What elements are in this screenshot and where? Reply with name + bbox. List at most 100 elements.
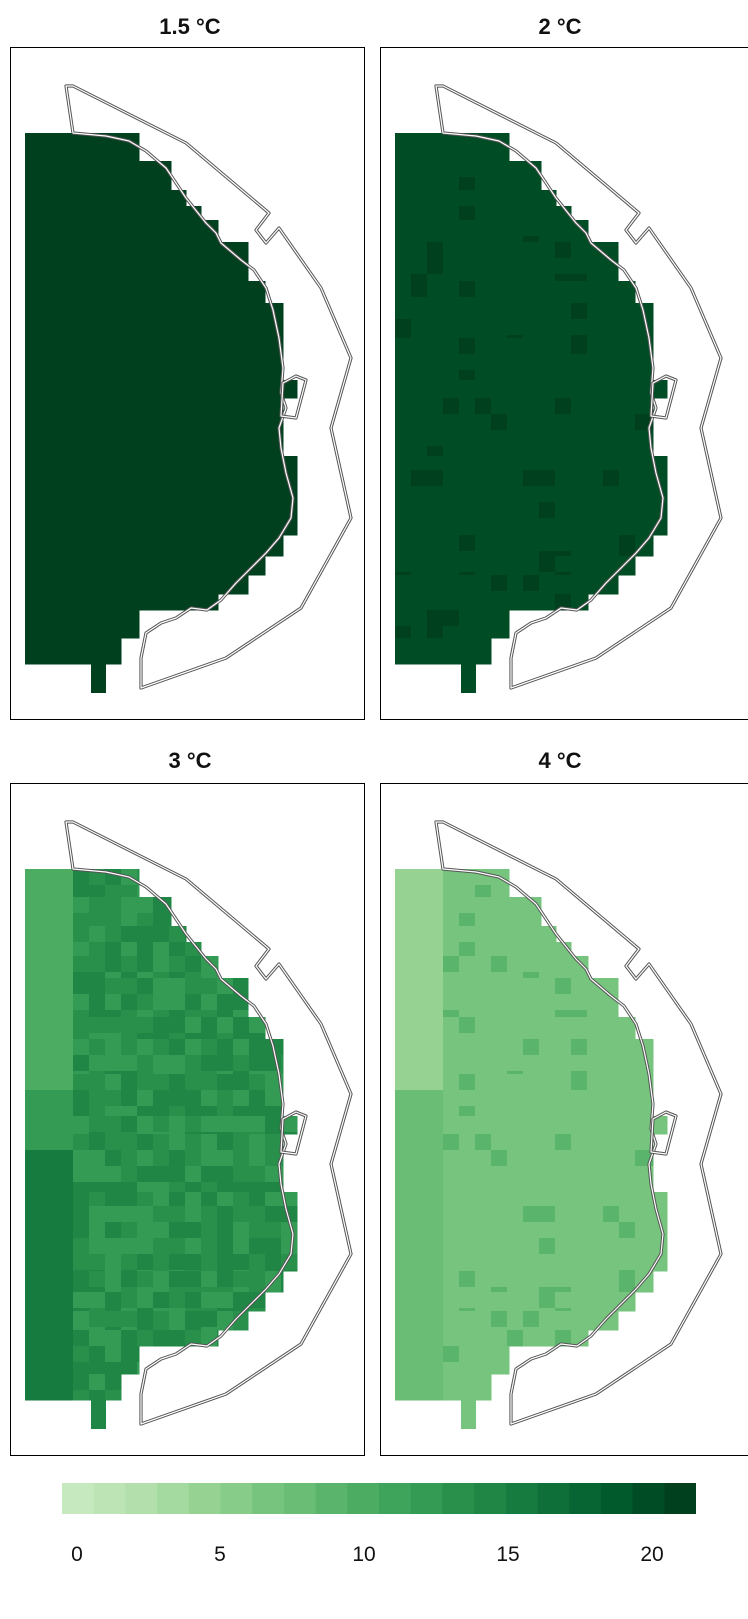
map-cell: [507, 1090, 524, 1107]
map-cell: [41, 380, 58, 397]
map-cell: [201, 1292, 218, 1309]
map-cell: [169, 518, 186, 535]
map-cell: [185, 994, 202, 1011]
map-cell: [651, 430, 654, 447]
map-cell: [233, 470, 250, 487]
map-cell: [25, 1308, 42, 1312]
map-cell: [41, 161, 58, 178]
map-cell: [25, 1292, 42, 1309]
map-cell: [249, 1270, 266, 1272]
map-cell: [475, 281, 492, 298]
map-cell: [475, 956, 492, 973]
map-cell: [153, 1150, 170, 1167]
map-cell: [169, 897, 172, 914]
map-cell: [395, 258, 412, 275]
map-cell: [73, 913, 90, 927]
map-cell: [411, 1166, 428, 1183]
colorbar-swatch: [379, 1483, 412, 1514]
map-cell: [395, 1271, 412, 1288]
map-cell: [169, 161, 172, 178]
map-cell: [153, 1132, 170, 1135]
map-cell: [523, 1055, 540, 1072]
map-cell: [41, 1074, 58, 1091]
map-cell: [41, 654, 58, 665]
map-cell: [507, 1192, 524, 1207]
map-cell: [651, 319, 654, 336]
map-cell: [395, 281, 412, 298]
map-cell: [395, 1308, 412, 1312]
map-cell: [73, 972, 90, 979]
map-cell: [443, 1311, 460, 1328]
map-cell: [153, 1206, 170, 1223]
map-cell: [57, 1292, 74, 1309]
map-cell: [57, 274, 74, 282]
map-cell: [25, 354, 42, 371]
map-cell: [89, 518, 106, 535]
map-cell: [555, 1055, 572, 1072]
map-cell: [411, 978, 428, 995]
map-cell: [105, 1238, 122, 1255]
map-cell: [169, 534, 186, 536]
map-cell: [25, 994, 42, 1011]
map-cell: [651, 534, 668, 536]
map-cell: [539, 177, 542, 191]
map-cell: [619, 1182, 636, 1193]
map-cell: [89, 591, 106, 595]
map-cell: [459, 942, 476, 957]
map-cell: [555, 972, 572, 979]
map-cell: [105, 502, 122, 519]
map-cell: [507, 1330, 524, 1347]
map-cell: [105, 319, 122, 336]
map-cell: [395, 370, 412, 381]
map-cell: [73, 1017, 90, 1034]
map-cell: [25, 1071, 42, 1075]
map-cell: [233, 380, 250, 397]
map-cell: [169, 594, 186, 611]
map-cell: [459, 1010, 476, 1018]
map-cell: [89, 220, 106, 237]
map-cell: [411, 897, 428, 914]
map-cell: [443, 380, 460, 397]
map-cell: [491, 926, 508, 943]
map-cell: [169, 1033, 186, 1040]
panel-title-3c: 3 °C: [168, 748, 212, 773]
map-cell: [105, 161, 122, 178]
map-cell: [57, 1033, 74, 1040]
map-cell: [507, 354, 524, 371]
map-cell: [233, 1033, 250, 1040]
map-cell: [443, 319, 460, 336]
map-cell: [427, 190, 444, 207]
map-cell: [571, 1150, 588, 1167]
map-cell: [395, 1206, 412, 1223]
map-cell: [89, 575, 106, 592]
map-cell: [73, 1346, 90, 1363]
map-cell: [217, 380, 234, 397]
map-cell: [523, 303, 540, 320]
map-cell: [41, 926, 58, 943]
map-cell: [185, 220, 202, 237]
map-cell: [121, 1292, 138, 1309]
map-cell: [105, 1346, 122, 1363]
map-cell: [507, 398, 524, 415]
map-cell: [121, 913, 138, 927]
map-cell: [57, 1150, 74, 1167]
map-cell: [217, 1206, 234, 1223]
map-cell: [41, 446, 58, 457]
map-cell: [25, 1055, 42, 1072]
map-cell: [491, 1166, 508, 1183]
map-cell: [89, 1238, 106, 1255]
map-cell: [459, 913, 476, 927]
region-boundary: [435, 821, 722, 1425]
map-cell: [555, 1017, 572, 1034]
map-cell: [105, 486, 122, 503]
map-cell: [555, 1270, 572, 1272]
map-cell: [249, 1287, 266, 1293]
map-cell: [539, 396, 556, 399]
map-cell: [249, 1039, 266, 1056]
map-cell: [57, 430, 74, 447]
map-cell: [459, 1330, 476, 1347]
map-cell: [41, 258, 58, 275]
map-cell: [539, 414, 556, 431]
map-cell: [651, 335, 654, 339]
map-cell: [57, 396, 74, 399]
